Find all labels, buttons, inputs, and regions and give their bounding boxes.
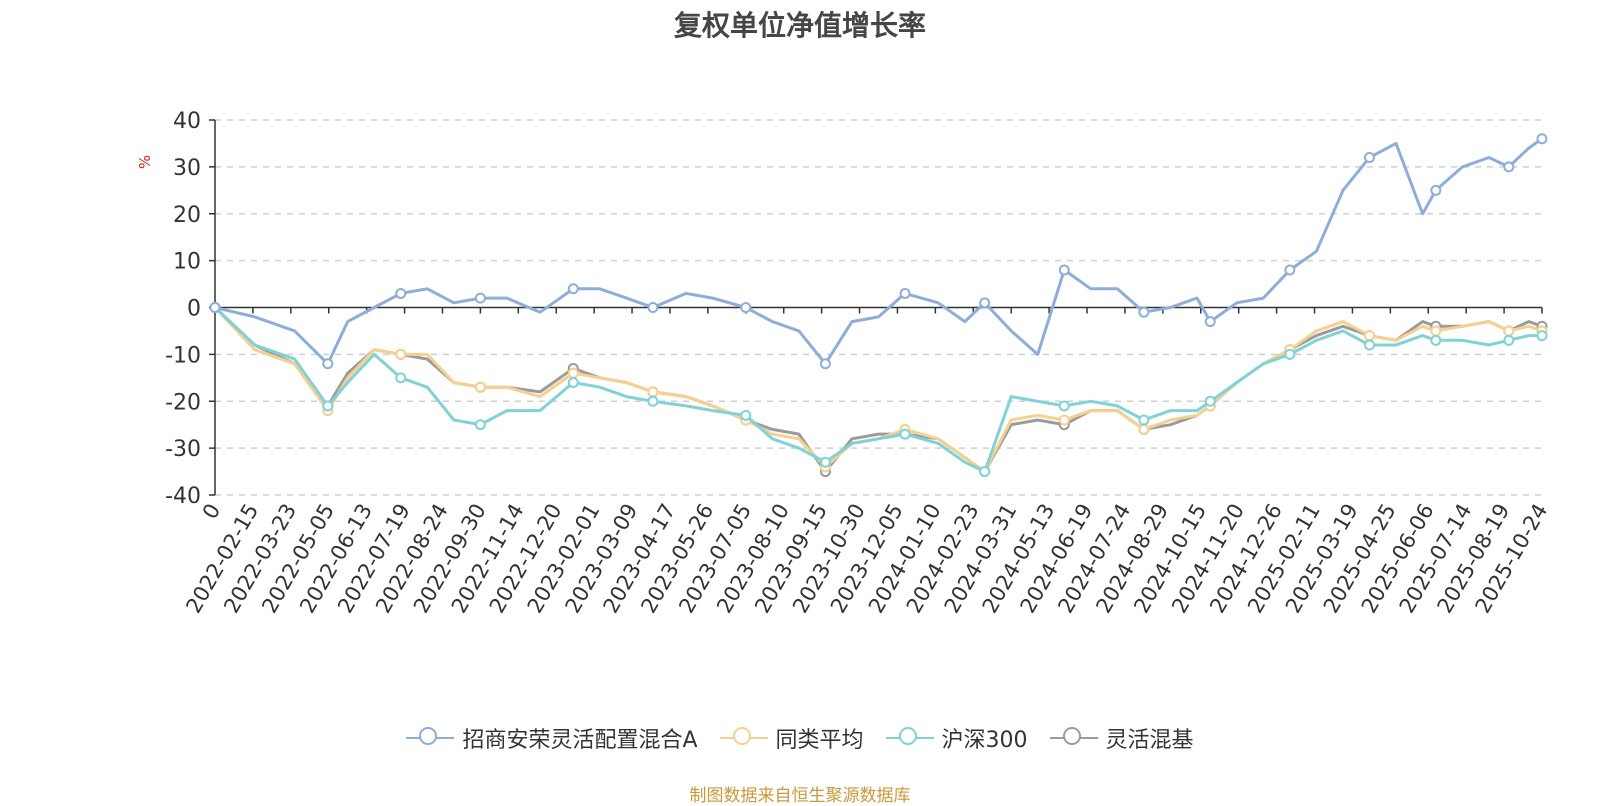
data-point	[1058, 414, 1070, 426]
legend-item[interactable]: 灵活混基	[1049, 722, 1194, 754]
data-point	[1430, 184, 1442, 196]
data-point	[1503, 334, 1515, 346]
legend-item[interactable]: 招商安荣灵活配置混合A	[406, 722, 698, 754]
data-point	[1363, 339, 1375, 351]
data-point	[647, 386, 659, 398]
data-point	[474, 419, 486, 431]
data-point	[899, 428, 911, 440]
series-line-0	[214, 137, 1543, 366]
data-point	[1138, 423, 1150, 435]
source-note: 制图数据来自恒生聚源数据库	[689, 786, 911, 806]
data-point	[740, 409, 752, 421]
data-point	[1430, 334, 1442, 346]
data-point	[322, 400, 334, 412]
legend-swatch	[719, 726, 768, 750]
data-point	[567, 377, 579, 388]
legend-item[interactable]: 同类平均	[719, 722, 864, 754]
y-axis-ticks: 40 30 20 10 0 -10 -20 -30 -40	[165, 109, 1542, 509]
y-tick-label: -20	[165, 390, 201, 415]
legend-label: 灵活混基	[1105, 728, 1194, 753]
data-point	[1536, 330, 1548, 342]
y-tick-label: 30	[173, 156, 201, 181]
data-point	[395, 372, 407, 384]
data-point	[1284, 348, 1296, 360]
legend-swatch	[406, 726, 455, 750]
data-point	[395, 287, 407, 299]
data-point	[474, 381, 486, 393]
y-axis-label: %	[136, 155, 154, 169]
data-point	[1503, 161, 1515, 173]
legend-swatch	[1049, 726, 1098, 750]
legend: 招商安荣灵活配置混合A 同类平均 沪深300 灵活混基	[0, 722, 1600, 754]
y-tick-label: -10	[165, 343, 201, 368]
legend-label: 沪深300	[941, 728, 1028, 753]
data-point	[1058, 264, 1070, 276]
x-tick-label: 0	[198, 500, 225, 524]
data-point	[647, 395, 659, 407]
series-lines	[209, 133, 1548, 478]
y-tick-label: 0	[187, 297, 201, 322]
data-point	[567, 283, 579, 295]
chart-title: 复权单位净值增长率	[673, 9, 926, 42]
data-point	[1138, 414, 1150, 426]
data-point	[474, 292, 486, 304]
legend-label: 同类平均	[775, 728, 864, 753]
data-point	[1138, 306, 1150, 318]
data-point	[1363, 152, 1375, 163]
data-point	[1503, 325, 1515, 337]
data-point	[979, 297, 991, 309]
data-point	[899, 287, 911, 299]
legend-item[interactable]: 沪深300	[885, 722, 1028, 754]
data-point	[1204, 316, 1216, 328]
data-point	[1363, 330, 1375, 342]
y-tick-label: -30	[165, 437, 201, 462]
series-line-2	[213, 306, 1542, 474]
data-point	[740, 302, 752, 313]
data-point	[1058, 400, 1070, 412]
data-point	[819, 358, 831, 370]
data-point	[209, 302, 221, 313]
legend-swatch	[885, 726, 934, 750]
data-point	[1536, 133, 1548, 145]
y-tick-label: 40	[173, 109, 201, 134]
legend-label: 招商安荣灵活配置混合A	[462, 728, 698, 753]
data-point	[979, 466, 991, 478]
data-point	[1430, 325, 1442, 337]
data-point	[1284, 264, 1296, 276]
data-point	[322, 358, 334, 370]
data-point	[819, 456, 831, 468]
data-point	[647, 302, 659, 313]
grid-lines	[215, 119, 1542, 496]
data-point	[567, 367, 579, 379]
data-point	[395, 348, 407, 360]
y-tick-label: -40	[165, 484, 201, 509]
y-tick-label: 10	[173, 250, 201, 275]
y-tick-label: 20	[173, 203, 201, 228]
series-line-1	[213, 306, 1543, 474]
data-point	[1204, 395, 1216, 407]
